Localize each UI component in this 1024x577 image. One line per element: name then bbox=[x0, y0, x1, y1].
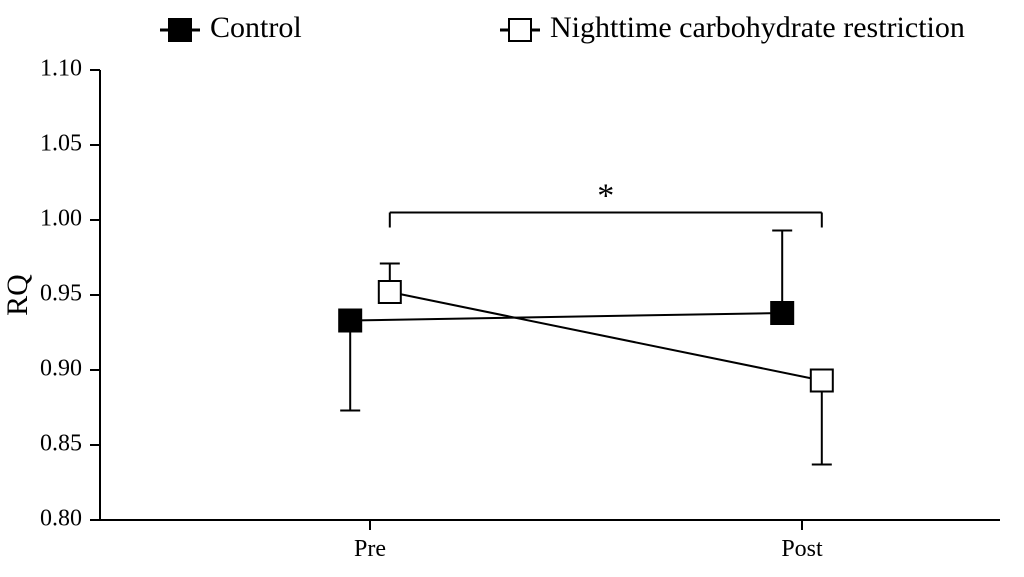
y-tick-label: 0.90 bbox=[40, 356, 82, 382]
legend-label: Nighttime carbohydrate restriction bbox=[550, 11, 965, 44]
chart-background bbox=[0, 0, 1024, 577]
marker-hollow-square bbox=[379, 281, 401, 303]
rq-chart: 0.80 0.85 0.90 0.95 1.00 1.05 1.10 RQ Pre Post * Co… bbox=[0, 0, 1024, 577]
legend-label: Control bbox=[210, 11, 302, 44]
marker-filled-square bbox=[339, 310, 361, 332]
marker-hollow-square bbox=[509, 19, 531, 41]
y-tick-label: 0.85 bbox=[40, 431, 82, 457]
x-tick-label: Pre bbox=[354, 536, 386, 562]
y-tick-label: 1.00 bbox=[40, 206, 82, 232]
marker-filled-square bbox=[771, 302, 793, 324]
y-tick-label: 0.95 bbox=[40, 281, 82, 307]
sig-label: * bbox=[597, 178, 614, 215]
y-tick-label: 1.10 bbox=[40, 56, 82, 82]
y-tick-label: 1.05 bbox=[40, 131, 82, 157]
marker-hollow-square bbox=[811, 370, 833, 392]
marker-filled-square bbox=[169, 19, 191, 41]
y-tick-label: 0.80 bbox=[40, 506, 82, 532]
x-tick-label: Post bbox=[781, 536, 823, 562]
y-axis-label: RQ bbox=[1, 274, 34, 316]
